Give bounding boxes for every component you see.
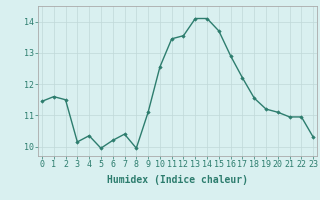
X-axis label: Humidex (Indice chaleur): Humidex (Indice chaleur) (107, 175, 248, 185)
